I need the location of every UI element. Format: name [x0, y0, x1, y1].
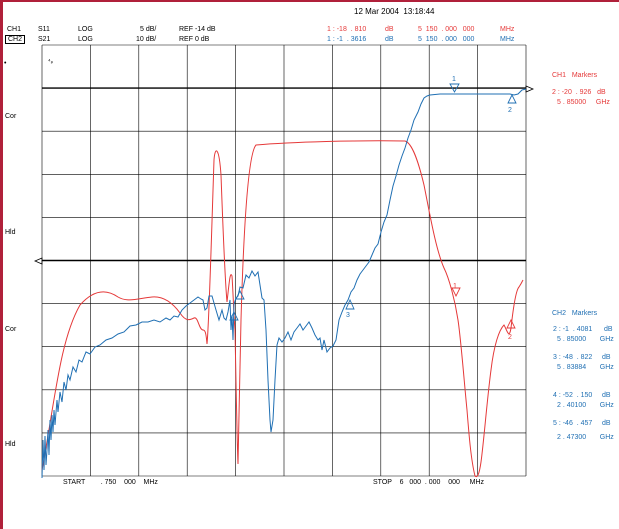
ch2-param: S21: [38, 36, 51, 43]
ch1-markers-title: CH1 Markers: [552, 72, 598, 79]
ch2-marker-3-num: 3: [346, 312, 350, 319]
ch2-marker-2-value: 2 : -1 . 4081 dB: [553, 326, 613, 333]
timestamp: 12 Mar 2004 13:18:44: [354, 7, 435, 16]
ch2-s21-trace: [41, 88, 527, 479]
ch1-marker-2-icon[interactable]: [506, 318, 516, 329]
ch1-param: S11: [38, 26, 50, 33]
side-dot: •: [4, 60, 7, 67]
ch2-markers-title: CH2 Markers: [552, 310, 598, 317]
ch2-marker-2-num: 2: [508, 107, 512, 114]
ch2-marker-4-value: 4 : -52 . 150 dB: [553, 392, 611, 399]
ch2-format: LOG: [78, 36, 93, 43]
side-label-hld-2: Hld: [5, 441, 16, 448]
readout-1-funit: MHz: [500, 26, 515, 33]
readout-1-value: 1 : -18 . 810: [327, 26, 367, 33]
ch2-scale: 10 dB/: [136, 36, 157, 43]
ch2-marker-3-freq: 5 . 83884 GHz: [557, 364, 614, 371]
ch2-marker-4-freq: 2 . 40100 GHz: [557, 402, 614, 409]
stop-frequency: STOP 6 000 . 000 000 MHz: [373, 479, 485, 486]
ch1-ref: REF -14 dB: [179, 26, 216, 33]
readout-1-freq: 5 150 . 000 000: [418, 26, 475, 33]
ch1-reference-arrow: [33, 257, 43, 265]
ch2-marker-3-value: 3 : -48 . 822 dB: [553, 354, 611, 361]
ch1-format: LOG: [78, 26, 93, 33]
readout-1-unit: dB: [385, 26, 394, 33]
side-label-cor-2: Cor: [5, 326, 17, 333]
ch2-marker-4-icon[interactable]: [229, 310, 239, 321]
channel-1-label[interactable]: CH1: [7, 26, 22, 33]
readout-2-freq: 5 150 . 000 000: [418, 36, 475, 43]
ch2-marker-5-icon[interactable]: [235, 289, 245, 300]
ch1-marker-1-icon[interactable]: [451, 287, 461, 298]
channel-2-label[interactable]: CH2: [5, 35, 26, 44]
side-label-hld-1: Hld: [5, 229, 16, 236]
ch1-marker-2-freq: 5 . 85000 GHz: [557, 99, 610, 106]
ch1-marker-2-num: 2: [508, 334, 512, 341]
readout-2-unit: dB: [385, 36, 394, 43]
graticule-grid: [41, 44, 527, 477]
start-frequency: START . 750 000 MHz: [63, 479, 158, 486]
readout-2-value: 1 : -1 . 3616: [327, 36, 367, 43]
ch1-marker-2-value: 2 : -20 . 926 dB: [552, 89, 606, 96]
ap-annotation: ⁴ₚ: [48, 59, 54, 65]
ch2-marker-3-icon[interactable]: [345, 298, 355, 310]
ch2-marker-1-icon[interactable]: [449, 83, 460, 93]
ch2-ref: REF 0 dB: [179, 36, 210, 43]
side-label-cor-1: Cor: [5, 113, 17, 120]
ch2-marker-5-freq: 2 . 47300 GHz: [557, 434, 614, 441]
ch2-marker-2-freq: 5 . 85000 GHz: [557, 336, 614, 343]
readout-2-funit: MHz: [500, 36, 515, 43]
ch1-scale: 5 dB/: [140, 26, 157, 33]
ch2-marker-1-num: 1: [452, 76, 456, 83]
ch1-marker-1-num: 1: [453, 283, 457, 290]
ch1-s11-trace: [41, 140, 524, 478]
ch2-reference-arrow: [525, 85, 535, 93]
ch2-marker-2-icon[interactable]: [507, 93, 517, 104]
ch2-marker-5-value: 5 : -46 . 457 dB: [553, 420, 611, 427]
